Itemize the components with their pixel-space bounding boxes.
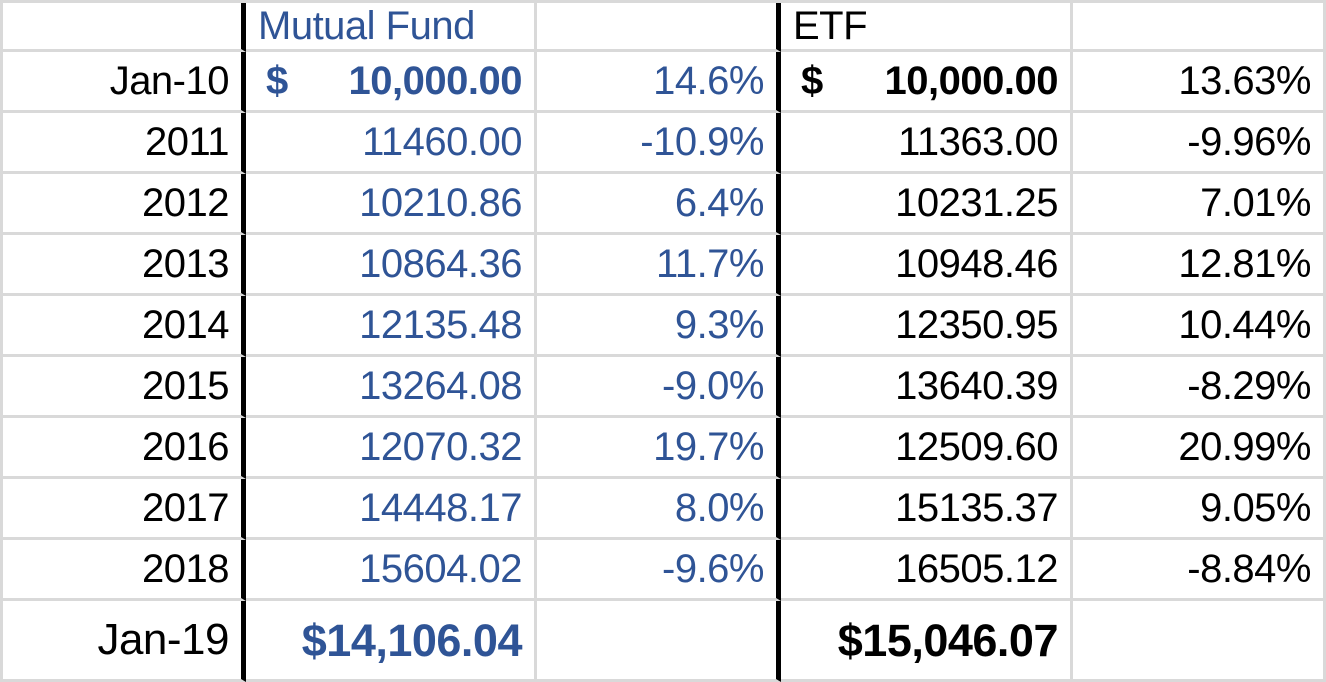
cell-year[interactable]: 2011 [3, 113, 246, 174]
cell-empty[interactable] [1073, 3, 1326, 52]
cell-mutual-fund-return[interactable]: 19.7% [537, 418, 781, 479]
column-header-etf[interactable]: ETF [781, 3, 1073, 52]
cell-year[interactable]: Jan-19 [3, 601, 246, 682]
cell-etf-return[interactable]: 10.44% [1073, 296, 1326, 357]
cell-etf-return[interactable]: 7.01% [1073, 174, 1326, 235]
cell-etf-return[interactable]: 13.63% [1073, 52, 1326, 113]
dollar-sign: $ [266, 59, 288, 103]
cell-mutual-fund-return[interactable]: -9.6% [537, 540, 781, 601]
cell-mutual-fund-value[interactable]: 14448.17 [246, 479, 537, 540]
table-row: 2015 13264.08 -9.0% 13640.39 -8.29% [3, 357, 1326, 418]
table-row: 2016 12070.32 19.7% 12509.60 20.99% [3, 418, 1326, 479]
cell-mutual-fund-value[interactable]: 12070.32 [246, 418, 537, 479]
cell-year[interactable]: 2018 [3, 540, 246, 601]
table-row: Jan-10 $10,000.00 14.6% $10,000.00 13.63% [3, 52, 1326, 113]
cell-mutual-fund-value[interactable]: 11460.00 [246, 113, 537, 174]
cell-etf-value[interactable]: 11363.00 [781, 113, 1073, 174]
table-row: 2012 10210.86 6.4% 10231.25 7.01% [3, 174, 1326, 235]
cell-etf-value[interactable]: 15135.37 [781, 479, 1073, 540]
table-row: Jan-19 $14,106.04 $15,046.07 [3, 601, 1326, 682]
table-row: 2018 15604.02 -9.6% 16505.12 -8.84% [3, 540, 1326, 601]
cell-mutual-fund-value[interactable]: 10210.86 [246, 174, 537, 235]
cell-year[interactable]: 2015 [3, 357, 246, 418]
cell-etf-value[interactable]: 10231.25 [781, 174, 1073, 235]
cell-year[interactable]: 2014 [3, 296, 246, 357]
cell-mutual-fund-return[interactable]: 14.6% [537, 52, 781, 113]
cell-etf-value[interactable]: 16505.12 [781, 540, 1073, 601]
cell-mutual-fund-return[interactable]: -10.9% [537, 113, 781, 174]
cell-year[interactable]: 2016 [3, 418, 246, 479]
cell-mutual-fund-return[interactable]: 6.4% [537, 174, 781, 235]
cell-value: 10,000.00 [884, 59, 1059, 103]
cell-etf-value[interactable]: 13640.39 [781, 357, 1073, 418]
table-row: 2017 14448.17 8.0% 15135.37 9.05% [3, 479, 1326, 540]
cell-year[interactable]: Jan-10 [3, 52, 246, 113]
cell-mutual-fund-value[interactable]: 15604.02 [246, 540, 537, 601]
cell-etf-return[interactable]: -8.84% [1073, 540, 1326, 601]
cell-year[interactable]: 2017 [3, 479, 246, 540]
cell-mutual-fund-return[interactable]: 11.7% [537, 235, 781, 296]
cell-etf-value[interactable]: $15,046.07 [781, 601, 1073, 682]
cell-mutual-fund-return[interactable] [537, 601, 781, 682]
cell-year[interactable]: 2013 [3, 235, 246, 296]
table-row: 2013 10864.36 11.7% 10948.46 12.81% [3, 235, 1326, 296]
cell-empty[interactable] [537, 3, 781, 52]
cell-mutual-fund-return[interactable]: -9.0% [537, 357, 781, 418]
cell-mutual-fund-value[interactable]: 13264.08 [246, 357, 537, 418]
cell-etf-return[interactable] [1073, 601, 1326, 682]
cell-etf-value[interactable]: 12509.60 [781, 418, 1073, 479]
cell-etf-value[interactable]: 10948.46 [781, 235, 1073, 296]
cell-etf-return[interactable]: 9.05% [1073, 479, 1326, 540]
cell-mutual-fund-value[interactable]: $14,106.04 [246, 601, 537, 682]
table-row: 2011 11460.00 -10.9% 11363.00 -9.96% [3, 113, 1326, 174]
cell-mutual-fund-value[interactable]: 10864.36 [246, 235, 537, 296]
cell-value: 10,000.00 [348, 59, 523, 103]
dollar-sign: $ [801, 59, 823, 103]
table-header-row: Mutual Fund ETF [3, 3, 1326, 52]
cell-etf-return[interactable]: 12.81% [1073, 235, 1326, 296]
cell-year[interactable]: 2012 [3, 174, 246, 235]
cell-etf-value[interactable]: 12350.95 [781, 296, 1073, 357]
cell-mutual-fund-value[interactable]: 12135.48 [246, 296, 537, 357]
column-header-mutual-fund[interactable]: Mutual Fund [246, 3, 537, 52]
cell-mutual-fund-return[interactable]: 9.3% [537, 296, 781, 357]
cell-empty[interactable] [3, 3, 246, 52]
cell-mutual-fund-value[interactable]: $10,000.00 [246, 52, 537, 113]
cell-etf-return[interactable]: 20.99% [1073, 418, 1326, 479]
cell-etf-return[interactable]: -9.96% [1073, 113, 1326, 174]
cell-etf-value[interactable]: $10,000.00 [781, 52, 1073, 113]
cell-mutual-fund-return[interactable]: 8.0% [537, 479, 781, 540]
cell-etf-return[interactable]: -8.29% [1073, 357, 1326, 418]
table-row: 2014 12135.48 9.3% 12350.95 10.44% [3, 296, 1326, 357]
